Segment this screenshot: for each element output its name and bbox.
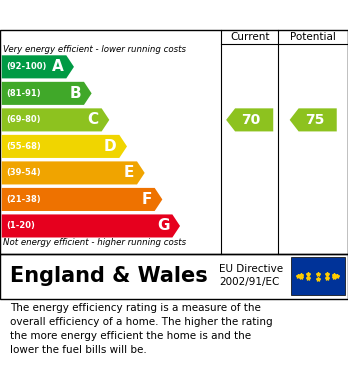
Polygon shape <box>226 108 273 131</box>
Text: (1-20): (1-20) <box>6 221 35 230</box>
Polygon shape <box>2 214 180 237</box>
Text: EU Directive
2002/91/EC: EU Directive 2002/91/EC <box>219 264 283 287</box>
Text: C: C <box>88 112 99 127</box>
Text: (39-54): (39-54) <box>6 169 40 178</box>
Text: (21-38): (21-38) <box>6 195 40 204</box>
Polygon shape <box>2 161 145 185</box>
Text: (81-91): (81-91) <box>6 89 40 98</box>
Bar <box>291 257 345 295</box>
Text: The energy efficiency rating is a measure of the
overall efficiency of a home. T: The energy efficiency rating is a measur… <box>10 303 273 355</box>
Text: Energy Efficiency Rating: Energy Efficiency Rating <box>10 6 239 24</box>
Text: Potential: Potential <box>290 32 336 42</box>
Text: B: B <box>70 86 81 101</box>
Text: England & Wales: England & Wales <box>10 266 208 286</box>
Polygon shape <box>2 55 74 78</box>
Text: (69-80): (69-80) <box>6 115 40 124</box>
Polygon shape <box>2 188 162 211</box>
Polygon shape <box>290 108 337 131</box>
Text: G: G <box>157 219 169 233</box>
Text: F: F <box>142 192 152 207</box>
Text: Current: Current <box>230 32 269 42</box>
Text: (55-68): (55-68) <box>6 142 41 151</box>
Text: Very energy efficient - lower running costs: Very energy efficient - lower running co… <box>3 45 187 54</box>
Text: 70: 70 <box>241 113 261 127</box>
Text: E: E <box>124 165 134 180</box>
Text: A: A <box>52 59 63 74</box>
Text: 75: 75 <box>305 113 324 127</box>
Text: (92-100): (92-100) <box>6 62 46 71</box>
Polygon shape <box>2 135 127 158</box>
Polygon shape <box>2 108 109 131</box>
Text: D: D <box>104 139 117 154</box>
Text: Not energy efficient - higher running costs: Not energy efficient - higher running co… <box>3 239 187 248</box>
Polygon shape <box>2 82 92 105</box>
